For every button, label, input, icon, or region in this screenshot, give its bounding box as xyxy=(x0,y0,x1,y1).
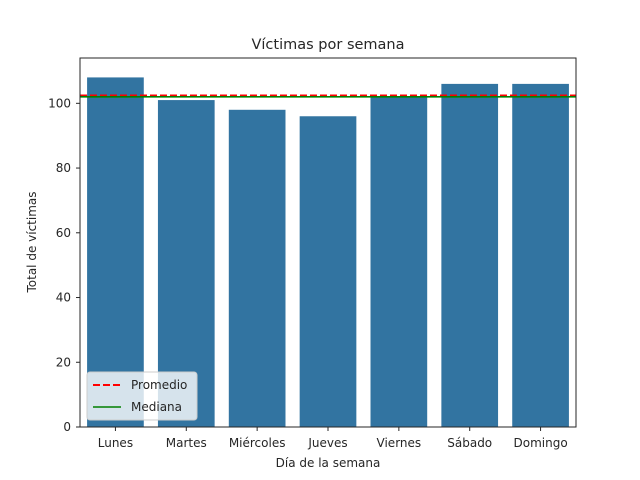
bar-6 xyxy=(512,83,569,427)
bar-5 xyxy=(441,83,499,427)
x-axis-label: Día de la semana xyxy=(276,456,381,470)
x-tick-label-6: Domingo xyxy=(513,436,567,450)
bar-4 xyxy=(370,96,428,427)
y-tick-label-3: 60 xyxy=(56,226,71,240)
y-tick-label-2: 40 xyxy=(56,291,71,305)
y-tick-label-0: 0 xyxy=(63,420,71,434)
legend: Promedio Mediana xyxy=(86,371,198,421)
y-axis-label: Total de víctimas xyxy=(25,191,39,293)
reference-lines-group xyxy=(80,94,576,98)
bar-2 xyxy=(228,109,286,427)
bar-3 xyxy=(299,116,357,427)
chart-title: Víctimas por semana xyxy=(251,37,404,53)
x-tick-label-5: Sábado xyxy=(447,436,492,450)
legend-label-1: Mediana xyxy=(131,400,182,414)
bar-0 xyxy=(87,77,144,428)
y-tick-label-1: 20 xyxy=(56,355,71,369)
bars-group xyxy=(87,77,569,428)
y-tick-label-5: 100 xyxy=(48,96,71,110)
x-tick-label-2: Miércoles xyxy=(229,436,286,450)
y-axis-ticks: 0 20 40 60 80 100 xyxy=(48,96,80,434)
x-tick-label-1: Martes xyxy=(166,436,207,450)
x-tick-label-4: Viernes xyxy=(377,436,422,450)
x-tick-label-0: Lunes xyxy=(98,436,133,450)
legend-label-0: Promedio xyxy=(131,378,187,392)
y-tick-label-4: 80 xyxy=(56,161,71,175)
x-axis-ticks: Lunes Martes Miércoles Jueves Viernes Sábado D… xyxy=(98,427,568,450)
x-tick-label-3: Jueves xyxy=(307,436,347,450)
